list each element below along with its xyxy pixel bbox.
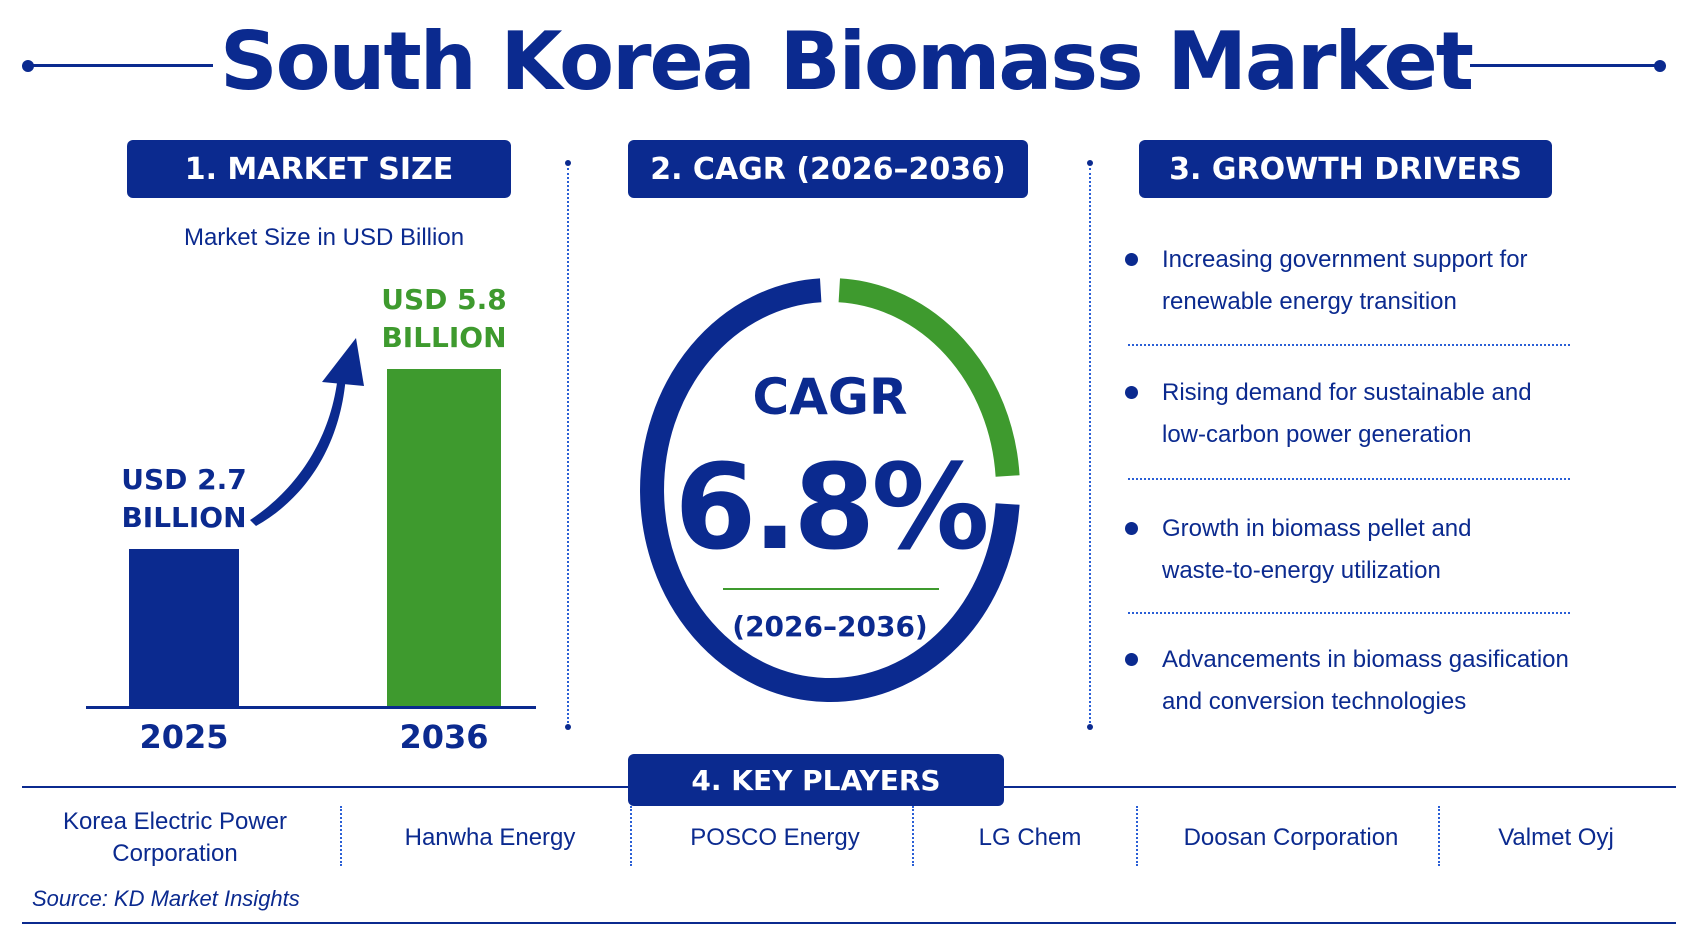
growth-arrow-icon: [250, 338, 364, 526]
driver-line1: Rising demand for sustainable and: [1162, 379, 1532, 406]
cagr-ring-accent: [838, 278, 1020, 477]
player-divider: [340, 806, 342, 866]
separator-right: [1089, 168, 1091, 723]
player-divider: [630, 806, 632, 866]
player-valmet: Valmet Oyj: [1498, 824, 1614, 851]
cagr-heading: 2. CAGR (2026–2036): [628, 140, 1028, 198]
driver-line1: Increasing government support for: [1162, 246, 1528, 273]
player-kepco: Korea Electric Power Corporation: [30, 800, 320, 876]
title-right-dot: [1654, 60, 1666, 72]
bar-value-label-2025: USD 2.7 BILLION: [104, 461, 264, 537]
market-size-subtitle: Market Size in USD Billion: [183, 224, 465, 251]
page-title: South Korea Biomass Market: [219, 15, 1474, 108]
year-label-2025: 2025: [139, 718, 229, 756]
cagr-divider: [723, 588, 939, 590]
player-divider: [912, 806, 914, 866]
cagr-ring-main: [640, 278, 1020, 702]
separator-dot: [1087, 160, 1093, 166]
bar-2025: [129, 549, 239, 706]
driver-divider: [1128, 344, 1570, 346]
player-posco: POSCO Energy: [690, 824, 860, 851]
driver-divider: [1128, 478, 1570, 480]
driver-divider: [1128, 612, 1570, 614]
growth-drivers-heading: 3. GROWTH DRIVERS: [1139, 140, 1552, 198]
cagr-period: (2026–2036): [732, 610, 928, 643]
player-lgchem: LG Chem: [978, 824, 1082, 851]
cagr-value: 6.8%: [674, 438, 989, 576]
driver-line1: Advancements in biomass gasification: [1162, 646, 1569, 673]
driver-line2: renewable energy transition: [1162, 288, 1457, 315]
bar-value-label-2036: USD 5.8 BILLION: [364, 281, 524, 357]
bullet-icon: [1125, 522, 1138, 535]
bar-value-line2: BILLION: [381, 321, 507, 354]
bullet-icon: [1125, 386, 1138, 399]
year-label-2036: 2036: [399, 718, 489, 756]
player-divider: [1438, 806, 1440, 866]
separator-left: [567, 168, 569, 723]
player-hanwha: Hanwha Energy: [404, 824, 576, 851]
title-left-line: [28, 64, 213, 67]
driver-item: Rising demand for sustainable and low-ca…: [1162, 372, 1592, 456]
cagr-ring: [640, 278, 1020, 702]
driver-item: Growth in biomass pellet and waste-to-en…: [1162, 508, 1592, 592]
driver-item: Advancements in biomass gasification and…: [1162, 639, 1592, 723]
bullet-icon: [1125, 253, 1138, 266]
bottom-line: [22, 922, 1676, 924]
separator-dot: [1087, 724, 1093, 730]
driver-line2: low-carbon power generation: [1162, 421, 1472, 448]
bar-2036: [387, 369, 501, 706]
market-size-chart: USD 2.7 BILLION 2025 USD 5.8 BILLION 203…: [86, 260, 536, 760]
bar-value-line1: USD 5.8: [381, 283, 507, 316]
separator-dot: [565, 160, 571, 166]
bullet-icon: [1125, 653, 1138, 666]
market-size-heading: 1. MARKET SIZE: [127, 140, 511, 198]
driver-line2: waste-to-energy utilization: [1162, 557, 1441, 584]
separator-dot: [565, 724, 571, 730]
player-doosan: Doosan Corporation: [1183, 824, 1399, 851]
player-divider: [1136, 806, 1138, 866]
driver-item: Increasing government support for renewa…: [1162, 239, 1592, 323]
cagr-label: CAGR: [752, 368, 908, 426]
player-name-line1: Korea Electric Power: [62, 808, 288, 835]
chart-baseline: [86, 706, 536, 709]
source-note: Source: KD Market Insights: [32, 886, 300, 911]
bar-value-line2: BILLION: [121, 501, 247, 535]
driver-line2: and conversion technologies: [1162, 688, 1467, 715]
title-right-line: [1470, 64, 1660, 67]
bar-value-line1: USD 2.7: [121, 463, 247, 497]
player-name-line2: Corporation: [112, 840, 238, 867]
key-players-heading: 4. KEY PLAYERS: [628, 754, 1004, 806]
driver-line1: Growth in biomass pellet and: [1162, 515, 1472, 542]
